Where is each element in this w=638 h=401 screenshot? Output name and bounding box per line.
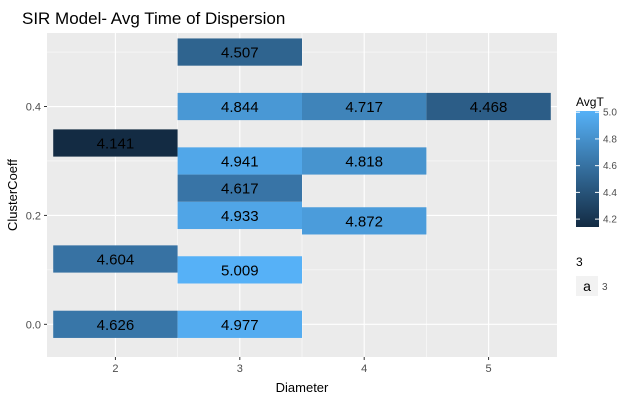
cell-labels: 4.507 4.844 4.717 4.468 4.141 4.941 4.818 4.617… (97, 45, 508, 334)
legend-tick-label: 5.0 (603, 108, 617, 119)
y-axis-ticks: 0.0 0.2 0.4 (26, 102, 47, 331)
y-tick-label: 0.4 (26, 102, 41, 114)
heatmap-cell (177, 147, 302, 175)
color-legend: AvgT 4.2 4.4 4.6 4.8 5.0 (576, 95, 617, 227)
y-axis-title: ClusterCoeff (5, 159, 20, 231)
heatmap-cells (53, 38, 551, 338)
cell-value-label: 4.468 (470, 99, 508, 116)
legend-tick-label: 4.8 (603, 134, 617, 145)
legend2-title: 3 (576, 255, 583, 269)
cell-value-label: 4.933 (221, 208, 259, 225)
cell-value-label: 4.617 (221, 181, 259, 198)
cell-value-label: 4.818 (345, 153, 383, 170)
heatmap-cell (302, 92, 427, 121)
heatmap-cell (53, 129, 178, 157)
legend-tick-label: 4.2 (603, 215, 617, 226)
heatmap-cell (177, 256, 302, 284)
legend-colorbar (576, 111, 599, 227)
x-tick-label: 5 (486, 363, 492, 375)
legend-tick-label: 4.6 (603, 161, 617, 172)
legend2-key-glyph: a (583, 278, 591, 294)
heatmap-cell (177, 38, 302, 66)
cell-value-label: 4.941 (221, 153, 259, 170)
cell-value-label: 4.141 (97, 135, 135, 152)
legend-title: AvgT (576, 95, 604, 109)
heatmap-cell (177, 310, 302, 338)
label-legend: 3a 3 (576, 255, 608, 296)
x-tick-label: 3 (237, 363, 243, 375)
heatmap-cell (302, 207, 427, 235)
cell-value-label: 4.604 (97, 251, 135, 268)
heatmap-cell (53, 245, 178, 273)
heatmap-cell (177, 201, 302, 230)
heatmap-cell (177, 92, 302, 121)
cell-value-label: 4.977 (221, 317, 259, 334)
cell-value-label: 4.507 (221, 45, 259, 62)
x-tick-label: 4 (361, 363, 367, 375)
cell-value-label: 4.872 (345, 213, 383, 230)
legend2-key-box (576, 276, 598, 296)
legend-tick-label: 4.4 (603, 188, 617, 199)
x-tick-label: 2 (112, 363, 118, 375)
chart-title: SIR Model- Avg Time of Dispersion (22, 9, 285, 28)
x-axis-title: Diameter (276, 380, 329, 395)
x-axis-ticks: 2 3 4 5 (112, 357, 492, 375)
cell-value-label: 4.626 (97, 317, 135, 334)
heatmap-cell (426, 92, 551, 121)
cell-value-label: 5.009 (221, 262, 259, 279)
y-tick-label: 0.2 (26, 210, 41, 222)
cell-value-label: 4.844 (221, 99, 259, 116)
cell-value-label: 4.717 (345, 99, 383, 116)
legend2-key-label: 3 (602, 282, 608, 293)
y-tick-label: 0.0 (26, 319, 41, 331)
heatmap-cell (53, 310, 178, 338)
heatmap-cell (177, 174, 302, 202)
heatmap-cell (302, 147, 427, 175)
